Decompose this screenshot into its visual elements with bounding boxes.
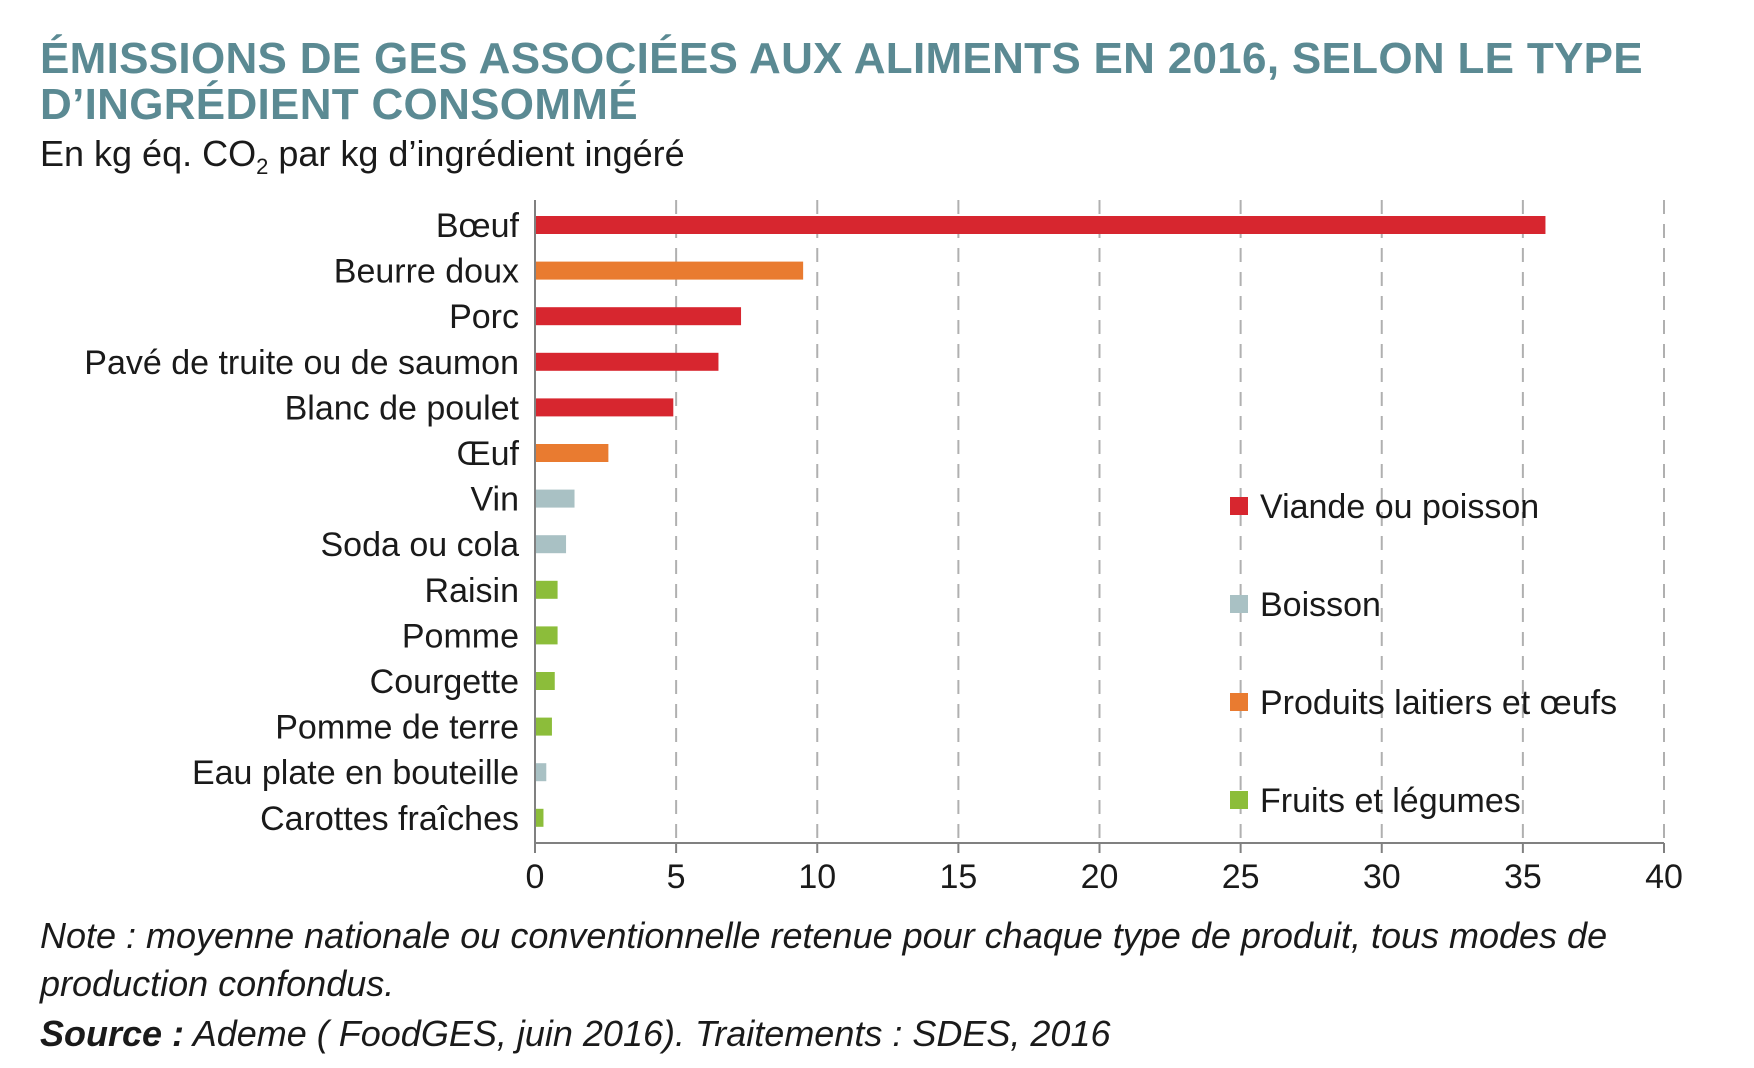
legend-swatch-viande	[1230, 497, 1248, 515]
bar-3	[535, 352, 719, 371]
bar-7	[535, 535, 567, 554]
category-label: Carottes fraîches	[260, 800, 519, 838]
category-label: Pomme de terre	[275, 709, 519, 747]
bar-1	[535, 261, 804, 280]
legend-label: Boisson	[1260, 586, 1381, 624]
x-tick-label: 5	[667, 858, 686, 896]
bar-4	[535, 398, 674, 417]
bar-11	[535, 717, 552, 736]
category-label: Eau plate en bouteille	[192, 754, 519, 792]
bar-13	[535, 808, 544, 827]
legend-label: Produits laitiers et œufs	[1260, 684, 1617, 722]
legend-label: Viande ou poisson	[1260, 488, 1539, 526]
subtitle-subscript: 2	[256, 154, 269, 179]
category-label: Raisin	[425, 572, 519, 610]
legend-swatch-fruits	[1230, 791, 1248, 809]
category-label: Soda ou cola	[321, 526, 520, 564]
chart-source: Source : Ademe ( FoodGES, juin 2016). Tr…	[40, 1012, 1110, 1056]
x-axis: 0 5 10 15 20 25 30 35 40	[526, 200, 1683, 896]
category-label: Pavé de truite ou de saumon	[84, 344, 519, 382]
x-tick-label: 40	[1645, 858, 1683, 896]
x-tick-label: 20	[1081, 858, 1119, 896]
x-tick-label: 30	[1363, 858, 1401, 896]
legend: Viande ou poisson Boisson Produits laitier…	[1230, 488, 1617, 820]
subtitle-unit-rest: par kg d’ingrédient ingéré	[268, 133, 685, 174]
x-tick-label: 35	[1504, 858, 1542, 896]
category-labels: Bœuf Beurre doux Porc Pavé de truite ou de …	[84, 207, 519, 838]
category-label: Bœuf	[436, 207, 520, 245]
bar-0	[535, 216, 1546, 234]
x-tick-label: 25	[1222, 858, 1260, 896]
chart-subtitle: En kg éq. CO2 par kg d’ingrédient ingéré	[40, 133, 685, 178]
subtitle-unit-text: En kg éq. CO	[40, 133, 257, 174]
gridlines	[675, 200, 1665, 843]
category-label: Œuf	[457, 435, 520, 473]
legend-swatch-boisson	[1230, 595, 1248, 613]
category-label: Pomme	[402, 617, 519, 655]
legend-label: Fruits et légumes	[1260, 782, 1521, 820]
bar-12	[535, 763, 547, 782]
bar-9	[535, 626, 558, 645]
category-label: Porc	[449, 298, 519, 336]
source-text: Ademe ( FoodGES, juin 2016). Traitements…	[184, 1013, 1111, 1054]
x-tick-label: 0	[526, 858, 545, 896]
category-label: Blanc de poulet	[285, 389, 520, 427]
bar-5	[535, 444, 609, 462]
bar-6	[535, 489, 575, 508]
chart-note: Note : moyenne nationale ou conventionne…	[40, 915, 1608, 1004]
bar-10	[535, 672, 555, 690]
x-tick-label: 15	[939, 858, 977, 896]
bars	[535, 216, 1546, 827]
bar-2	[535, 307, 742, 326]
bar-8	[535, 580, 558, 599]
source-label: Source :	[40, 1013, 185, 1054]
chart-title: ÉMISSIONS DE GES ASSOCIÉES AUX ALIMENTS …	[40, 34, 1643, 129]
category-label: Beurre doux	[334, 253, 519, 291]
category-label: Vin	[470, 481, 519, 519]
category-label: Courgette	[370, 663, 519, 701]
x-tick-label: 10	[798, 858, 836, 896]
legend-swatch-laitiers	[1230, 693, 1248, 711]
